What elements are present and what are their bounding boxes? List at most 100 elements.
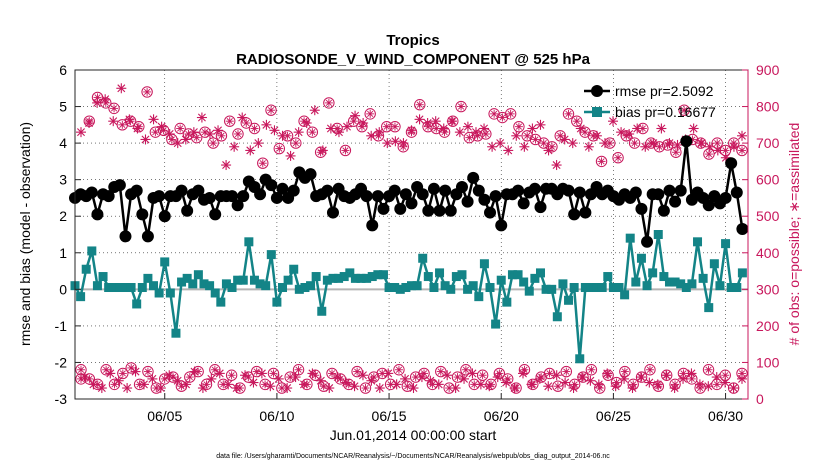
possible-obs-spoke [353,368,361,375]
bias-point [625,233,635,243]
bias-point [676,279,686,289]
assimilated-obs-marker [459,373,470,384]
bias-series [70,230,747,364]
possible-obs-circle [75,364,87,376]
rmse-point [237,190,250,203]
assimilated-obs-marker [551,370,562,381]
rmse-point [702,199,715,212]
assimilated-obs-spoke [443,371,452,380]
assimilated-obs-marker [511,130,522,141]
bias-point [704,303,714,313]
assimilated-obs-spoke [729,142,738,151]
bias-point [115,283,125,293]
bias-point [463,284,473,294]
assimilated-obs-marker [454,127,465,138]
assimilated-obs-spoke [471,128,480,137]
assimilated-obs-spoke [594,380,603,389]
bias-point [603,272,613,282]
bias-point [693,237,703,247]
assimilated-obs-spoke [415,115,424,124]
assimilated-obs-spoke [342,378,351,387]
assimilated-obs-spoke [358,371,367,380]
y2-tick-label: 400 [756,245,780,261]
possible-obs-spoke [515,123,523,130]
y-tick-label: -3 [55,391,68,407]
bias-point [378,270,388,280]
assimilated-obs-marker [475,379,486,390]
rmse-point [562,184,575,197]
possible-obs-spoke [110,105,118,112]
possible-obs-marker [306,126,319,138]
rmse-point [467,171,480,184]
assimilated-obs-spoke [274,374,283,383]
assimilated-obs-marker [442,370,453,381]
bias-point [435,268,445,278]
assimilated-obs-marker [148,114,159,125]
assimilated-obs-spoke [695,380,704,389]
rmse-point [725,157,738,170]
possible-obs-spoke [94,94,101,101]
assimilated-obs-marker [712,145,723,156]
possible-obs-marker [273,142,285,155]
bias-point [216,297,226,307]
assimilated-obs-spoke [246,146,255,155]
rmse-point [181,204,194,217]
assimilated-obs-spoke [510,384,519,393]
bias-point [446,284,456,294]
possible-obs-spoke [160,127,167,134]
assimilated-obs-marker [122,383,133,394]
possible-obs-circle [108,102,120,115]
possible-obs-spoke [328,370,336,377]
chart-title: Tropics [386,32,439,49]
assimilated-obs-spoke [721,153,730,162]
y-tick-label: -2 [55,354,68,370]
assimilated-obs-marker [678,373,689,384]
possible-obs-circle [571,115,583,127]
assimilated-obs-marker [138,379,149,390]
possible-obs-marker [560,365,572,378]
bias-point [120,283,130,293]
assimilated-obs-marker [155,383,166,394]
bias-point [468,281,478,291]
assimilated-obs-marker [341,377,352,388]
possible-obs-circle [117,367,129,380]
bias-point [289,264,299,274]
assimilated-obs-spoke [460,374,469,383]
possible-obs-spoke [713,381,721,388]
possible-obs-marker [562,108,575,120]
possible-obs-circle [460,364,472,376]
rmse-point [265,179,278,192]
rmse-point [736,223,749,236]
bias-point [737,268,747,278]
possible-obs-spoke [705,366,712,373]
bias-point [726,283,736,293]
possible-obs-marker [225,369,238,381]
assimilated-obs-spoke [81,373,89,382]
rmse-point [652,188,665,201]
assimilated-obs-marker [648,138,659,149]
possible-obs-marker [711,137,723,149]
assimilated-obs-spoke [431,117,440,126]
possible-obs-circle [248,122,261,135]
assimilated-obs-spoke [257,369,266,378]
possible-obs-circle [141,86,153,98]
possible-obs-spoke [169,373,177,381]
assimilated-obs-spoke [561,378,570,387]
assimilated-obs-marker [325,123,336,134]
possible-obs-circle [711,137,723,149]
assimilated-obs-spoke [141,135,150,144]
possible-obs-marker [149,126,162,138]
rmse-point [130,184,143,197]
assimilated-obs-spoke [148,374,157,383]
assimilated-obs-spoke [544,382,553,391]
bias-point [653,230,663,239]
possible-obs-spoke [646,366,654,373]
assimilated-obs-marker [240,370,251,381]
possible-obs-circle [125,362,137,374]
assimilated-obs-spoke [198,384,207,393]
rmse-point [158,210,171,223]
assimilated-obs-spoke [439,124,448,133]
possible-obs-circle [628,137,641,149]
assimilated-obs-marker [422,118,433,129]
possible-obs-marker [323,97,335,109]
